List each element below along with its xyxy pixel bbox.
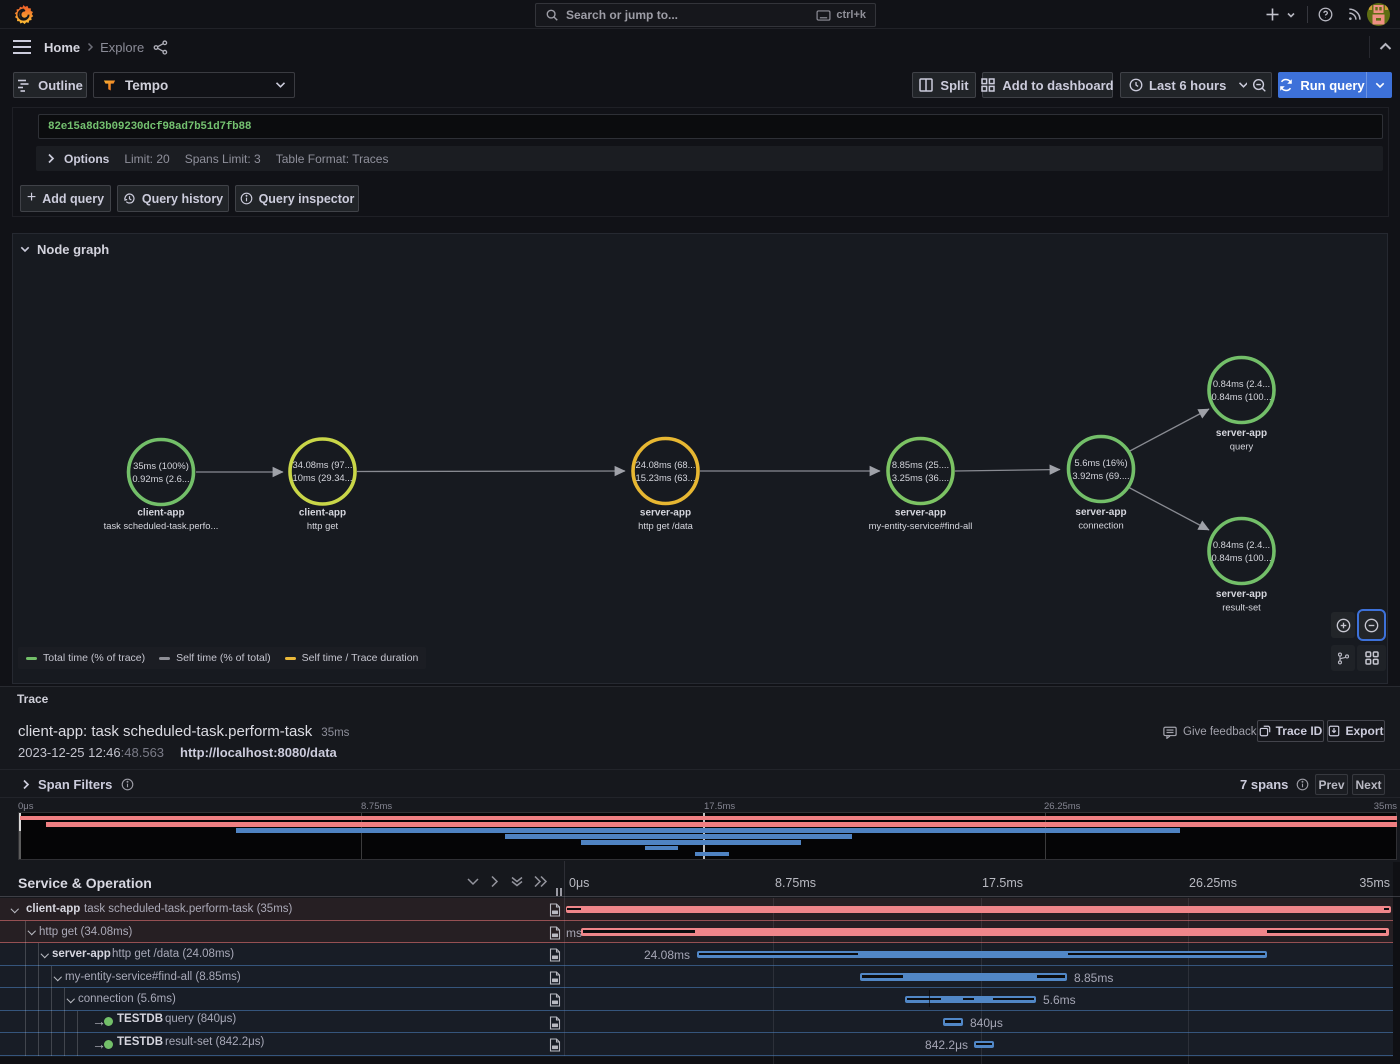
svg-text:my-entity-service#find-all: my-entity-service#find-all <box>869 520 973 531</box>
svg-text:3.25ms (36....: 3.25ms (36.... <box>892 472 949 483</box>
svg-text:24.08ms (68...: 24.08ms (68... <box>636 459 696 470</box>
svg-text:10ms (29.34...: 10ms (29.34... <box>293 472 353 483</box>
svg-text:0.84ms (100...: 0.84ms (100... <box>1212 552 1272 563</box>
svg-text:0.84ms (2.4...: 0.84ms (2.4... <box>1213 539 1270 550</box>
svg-text:3.92ms (69....: 3.92ms (69.... <box>1072 470 1129 481</box>
svg-text:server-app: server-app <box>1075 507 1126 518</box>
svg-text:server-app: server-app <box>640 508 691 519</box>
svg-text:8.85ms (25....: 8.85ms (25.... <box>892 459 949 470</box>
svg-text:client-app: client-app <box>137 508 184 519</box>
svg-text:task scheduled-task.perfo...: task scheduled-task.perfo... <box>104 520 219 531</box>
svg-text:http get /data: http get /data <box>638 520 694 531</box>
svg-text:client-app: client-app <box>299 508 346 519</box>
svg-text:query: query <box>1230 441 1254 452</box>
svg-text:5.6ms (16%): 5.6ms (16%) <box>1074 457 1127 468</box>
svg-text:35ms (100%): 35ms (100%) <box>133 460 189 471</box>
svg-text:15.23ms (63...: 15.23ms (63... <box>636 472 696 483</box>
svg-text:result-set: result-set <box>1222 602 1261 613</box>
svg-text:0.84ms (100...: 0.84ms (100... <box>1212 391 1272 402</box>
svg-text:server-app: server-app <box>895 508 946 519</box>
svg-text:0.84ms (2.4...: 0.84ms (2.4... <box>1213 378 1270 389</box>
svg-text:0.92ms (2.6...: 0.92ms (2.6... <box>132 473 189 484</box>
svg-text:34.08ms (97...: 34.08ms (97... <box>293 459 353 470</box>
svg-text:server-app: server-app <box>1216 589 1267 600</box>
svg-text:http get: http get <box>307 520 339 531</box>
svg-text:server-app: server-app <box>1216 428 1267 439</box>
svg-text:connection: connection <box>1078 520 1123 531</box>
